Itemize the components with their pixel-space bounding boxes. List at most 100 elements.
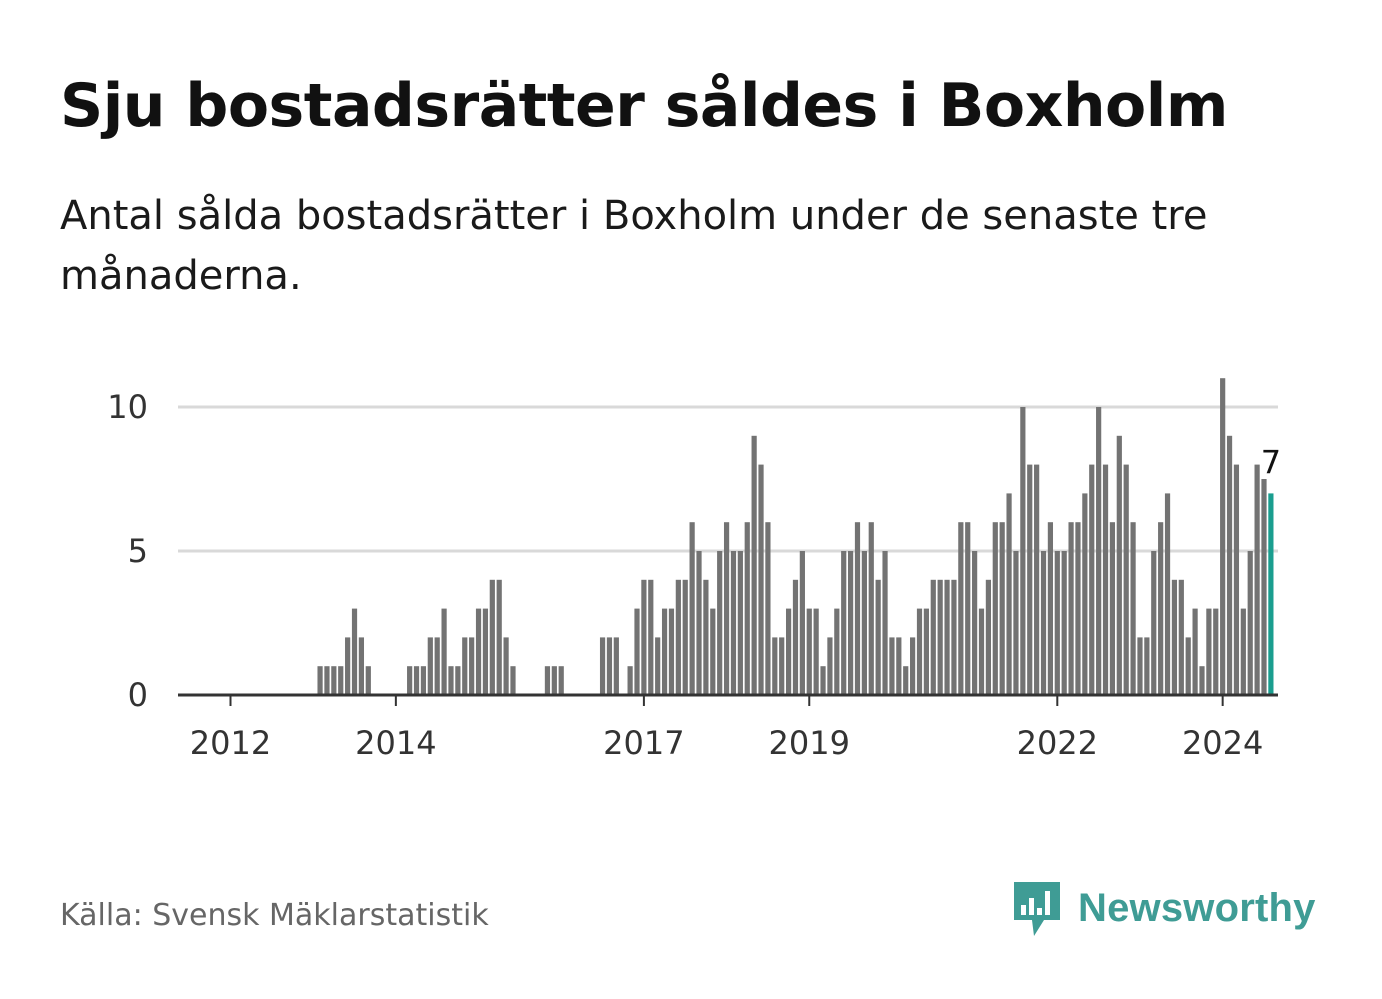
- bar: [455, 666, 461, 695]
- y-tick-label: 0: [128, 676, 148, 714]
- bar: [434, 637, 440, 695]
- bar: [489, 579, 495, 695]
- bar: [1123, 464, 1129, 695]
- bar: [413, 666, 420, 695]
- bar: [841, 551, 847, 695]
- bar: [779, 637, 785, 695]
- bar: [703, 579, 709, 695]
- newsworthy-logo[interactable]: Newsworthy: [1010, 878, 1316, 938]
- bar: [1158, 522, 1164, 695]
- bar: [951, 579, 957, 695]
- bar: [407, 666, 413, 695]
- bar: [427, 637, 433, 695]
- bar: [551, 666, 557, 695]
- y-tick-label: 5: [128, 532, 148, 570]
- bar: [1130, 522, 1136, 695]
- bar: [420, 666, 427, 695]
- newsworthy-icon: [1014, 882, 1060, 936]
- bar: [696, 551, 702, 695]
- bar: [944, 579, 950, 695]
- bar: [958, 522, 964, 695]
- chart-subtitle: Antal sålda bostadsrätter i Boxholm unde…: [60, 193, 1208, 299]
- bar: [765, 522, 771, 695]
- bar-latest: [1268, 493, 1274, 695]
- bar: [338, 666, 344, 695]
- x-tick-label: 2024: [1182, 724, 1263, 762]
- bar: [875, 579, 881, 695]
- bar: [910, 637, 916, 695]
- bar: [1068, 522, 1074, 695]
- bar: [648, 579, 654, 695]
- bar: [1137, 637, 1143, 695]
- bar: [1171, 579, 1178, 695]
- bar: [317, 666, 323, 695]
- bar: [1144, 637, 1150, 695]
- bar: [785, 608, 792, 695]
- chart-title: Sju bostadsrätter såldes i Boxholm: [60, 71, 1228, 141]
- bar: [744, 522, 750, 695]
- bar: [717, 551, 723, 695]
- bar: [1151, 551, 1157, 695]
- bar: [558, 666, 564, 695]
- bar: [448, 666, 454, 695]
- bar: [462, 637, 468, 695]
- bar: [1006, 493, 1012, 695]
- bar: [730, 551, 737, 695]
- bar: [675, 579, 681, 695]
- bar: [1164, 493, 1171, 695]
- bar: [1261, 479, 1267, 695]
- x-tick-label: 2012: [190, 724, 271, 762]
- bar: [978, 608, 985, 695]
- bar: [848, 551, 854, 695]
- bar: [1034, 464, 1040, 695]
- bar: [1206, 608, 1212, 695]
- bar: [903, 666, 909, 695]
- bar: [1096, 407, 1102, 695]
- x-tick-label: 2019: [769, 724, 850, 762]
- bar: [1233, 464, 1240, 695]
- bar: [1192, 608, 1198, 695]
- bar: [972, 551, 978, 695]
- bar: [324, 666, 330, 695]
- bar: [1116, 435, 1122, 695]
- bar: [544, 666, 551, 695]
- bar: [1178, 579, 1184, 695]
- bar: [813, 608, 819, 695]
- bar: [1109, 522, 1116, 695]
- bar: [806, 608, 812, 695]
- bar: [358, 637, 365, 695]
- bar: [331, 666, 337, 695]
- bar: [496, 579, 502, 695]
- bar: [1240, 608, 1246, 695]
- bar: [475, 608, 482, 695]
- bar: [723, 522, 730, 695]
- bar: [751, 435, 757, 695]
- bar: [1013, 551, 1019, 695]
- bar-chart: 0 5 10 2012 2014 2017 2019 2022 2024 7: [107, 378, 1281, 762]
- bar: [992, 522, 998, 695]
- bar: [896, 637, 902, 695]
- bar: [510, 666, 516, 695]
- bar: [868, 522, 874, 695]
- latest-value-label: 7: [1261, 443, 1281, 481]
- bar: [1254, 464, 1260, 695]
- bar: [861, 551, 867, 695]
- bar: [799, 551, 805, 695]
- bar: [1027, 464, 1033, 695]
- bar: [999, 522, 1005, 695]
- bar: [1054, 551, 1060, 695]
- bar: [1075, 522, 1081, 695]
- bar: [930, 579, 936, 695]
- bar: [1047, 522, 1054, 695]
- bar: [661, 608, 668, 695]
- bar: [606, 637, 613, 695]
- bar: [1199, 666, 1205, 695]
- bar: [889, 637, 895, 695]
- bar: [882, 551, 888, 695]
- brand-name: Newsworthy: [1078, 885, 1316, 930]
- bar: [689, 522, 695, 695]
- bar: [1220, 378, 1226, 695]
- bar: [827, 637, 833, 695]
- bar: [923, 608, 929, 695]
- bar: [1082, 493, 1088, 695]
